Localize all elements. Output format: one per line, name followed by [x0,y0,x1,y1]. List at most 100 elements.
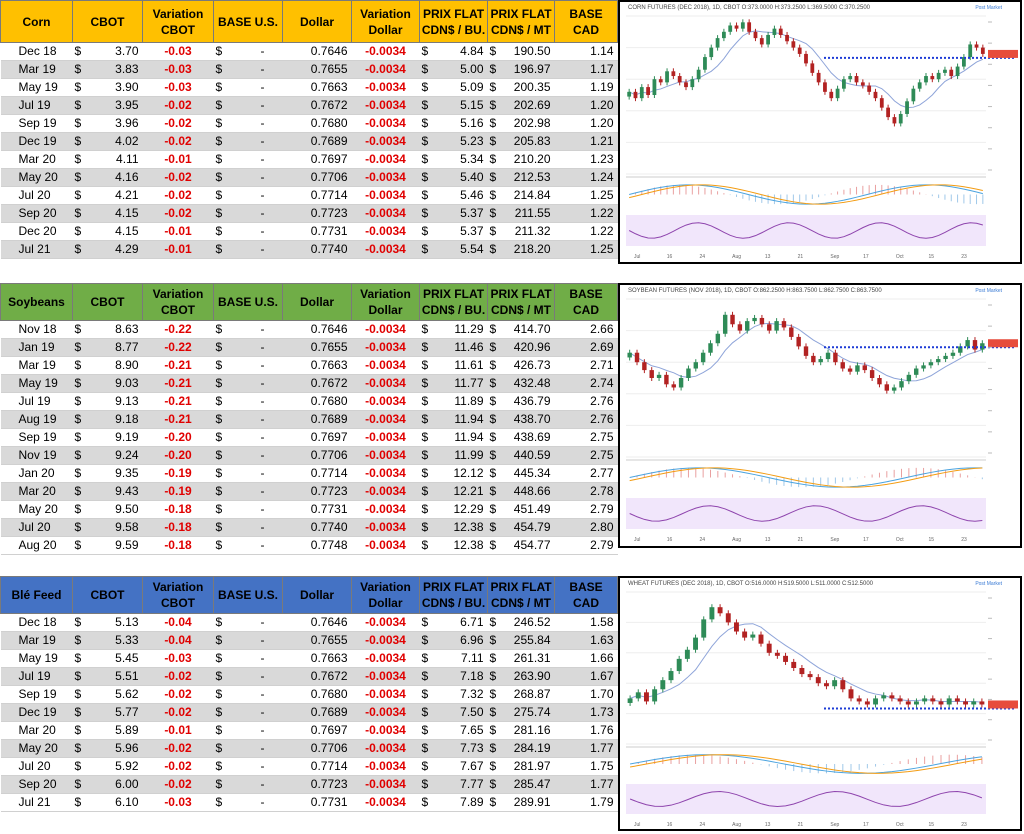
dollar-rate: 0.7697 [310,430,348,444]
base-cad-value: 2.75 [590,430,614,444]
wheat-price-table: Blé Feed CBOT Variation CBOT BASE U.S. Do… [0,576,618,812]
candle [899,381,904,388]
cbot-price: 5.96 [115,741,139,755]
x-axis-label: Oct [896,822,904,828]
cbot-price: 9.13 [115,394,139,408]
base-cad-value: 1.77 [590,777,614,791]
cbot-price: 6.10 [115,795,139,809]
base-cad-value: 2.78 [590,484,614,498]
x-axis-label: 16 [667,254,673,260]
candle [856,698,862,702]
candle [943,69,947,73]
x-axis-label: 15 [929,537,935,543]
candle [803,346,809,356]
candle [644,692,649,702]
cbot-variation: -0.03 [164,651,192,665]
moving-average-line [629,623,982,703]
base-us-value: - [260,448,265,462]
currency-symbol: $ [489,484,497,498]
candle [703,57,707,70]
candle [962,57,966,67]
candle [955,66,960,77]
rsi-line [628,222,983,239]
dollar-rate: 0.7680 [310,687,348,701]
x-axis-label: Sep [830,254,839,260]
col-prix-flat-bu: PRIX FLAT CDN$ / BU. [419,283,488,321]
currency-symbol: $ [215,152,223,166]
cbot-price: 9.43 [115,484,139,498]
base-cad-value: 1.17 [590,62,614,76]
dollar-variation: -0.0034 [365,484,406,498]
table-row: Mar 20 $5.89 -0.01 $ - 0.7697 -0.0034 $7.65 $281… [0,721,618,740]
corn-section: Corn CBOT Variation CBOT BASE U.S. Dollar… [0,0,1024,264]
candle [676,658,682,672]
dollar-rate: 0.7731 [310,224,348,238]
currency-symbol: $ [74,466,82,480]
currency-symbol: $ [489,651,497,665]
currency-symbol: $ [215,741,223,755]
contract-month: Dec 19 [18,134,57,148]
table-row: Jul 19 $9.13 -0.21 $ - 0.7680 -0.0034 $11.89 $43… [0,392,618,411]
dollar-rate: 0.7714 [310,188,348,202]
base-us-value: - [260,633,265,647]
contract-month: Aug 19 [18,412,57,426]
dollar-variation: -0.0034 [365,188,406,202]
candle [783,655,788,662]
candle [717,607,723,614]
cbot-price: 8.90 [115,358,139,372]
cbot-price: 5.77 [115,705,139,719]
table-row: Mar 20 $9.43 -0.19 $ - 0.7723 -0.0034 $12.21 $44… [0,482,618,501]
prix-flat-mt-value: 200.35 [513,80,551,94]
prix-flat-bu-value: 7.89 [460,795,484,809]
currency-symbol: $ [489,170,497,184]
prix-flat-mt-value: 445.34 [513,466,551,480]
dollar-rate: 0.7655 [310,633,348,647]
currency-symbol: $ [74,448,82,462]
base-us-value: - [260,376,265,390]
dollar-variation: -0.0034 [365,44,406,58]
cbot-variation: -0.03 [164,62,192,76]
col-cbot: CBOT [72,576,143,614]
candle [690,79,695,88]
candle [797,47,802,54]
prix-flat-mt-value: 454.79 [513,520,551,534]
wheat-chart-title: WHEAT FUTURES (DEC 2018), 1D, CBOT O:516… [628,581,874,587]
contract-month: Jul 20 [18,759,51,773]
candle [634,352,640,363]
col-prix-flat-mt: PRIX FLAT CDN$ / MT [487,0,555,43]
contract-month: Mar 20 [18,723,56,737]
candle [867,85,872,92]
candle [921,365,926,369]
dollar-variation: -0.0034 [365,152,406,166]
dollar-variation: -0.0034 [365,759,406,773]
last-price-tag [988,49,1018,58]
dollar-rate: 0.7655 [310,62,348,76]
prix-flat-mt-value: 218.20 [513,242,551,256]
cbot-price: 5.51 [115,669,139,683]
table-row: Dec 20 $4.15 -0.01 $ - 0.7731 -0.0034 $5.37 $211… [0,222,618,241]
candle [833,352,838,363]
currency-symbol: $ [74,206,82,220]
x-axis-label: Oct [896,537,904,543]
currency-symbol: $ [215,502,223,516]
x-axis-label: 13 [765,254,771,260]
x-axis-label: 17 [863,822,869,828]
base-us-value: - [260,322,265,336]
candle [658,79,663,83]
soybeans-table: Soybeans CBOT Variation CBOT BASE U.S. Do… [0,283,618,555]
table-row: Jan 19 $8.77 -0.22 $ - 0.7655 -0.0034 $11.46 $42… [0,338,618,357]
candle [734,622,739,632]
candle [815,677,821,684]
candle [930,76,935,80]
candle [922,698,928,702]
currency-symbol: $ [421,188,429,202]
dollar-variation: -0.0034 [365,394,406,408]
candle [897,698,903,702]
currency-symbol: $ [74,224,82,238]
currency-symbol: $ [489,520,497,534]
currency-symbol: $ [215,520,223,534]
currency-symbol: $ [489,759,497,773]
base-cad-value: 1.19 [590,80,614,94]
base-us-value: - [260,741,265,755]
dollar-variation: -0.0034 [365,340,406,354]
